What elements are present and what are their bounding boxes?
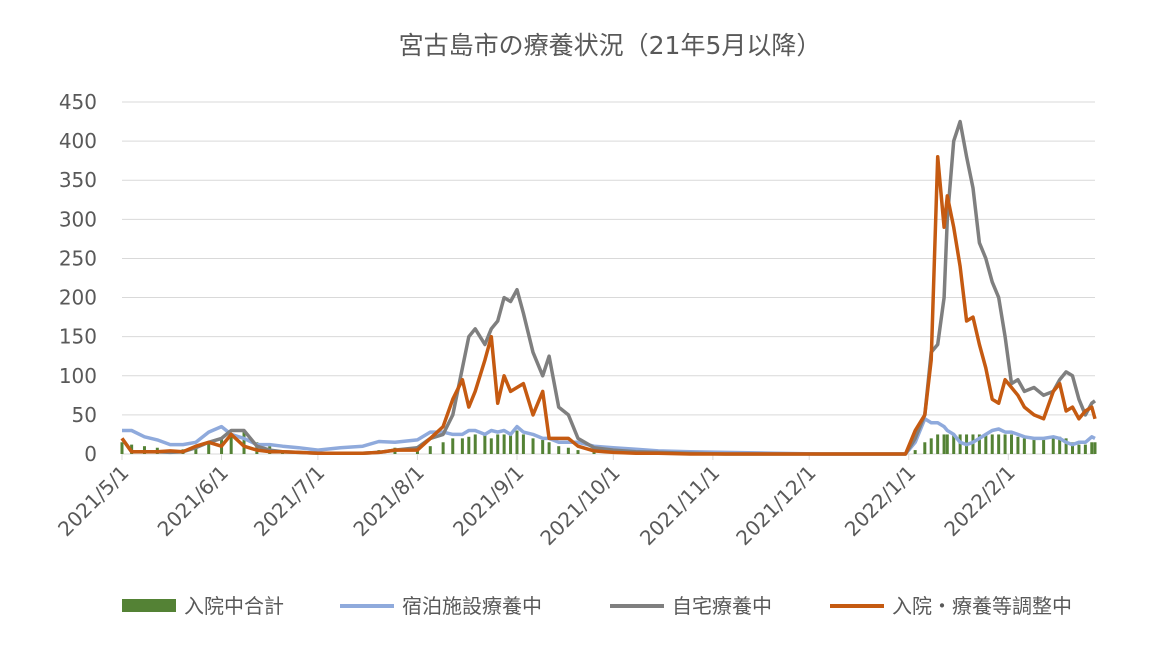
- bar: [1016, 436, 1020, 454]
- bar: [229, 434, 233, 454]
- bar: [467, 436, 471, 454]
- bar: [1071, 442, 1075, 454]
- bar: [473, 434, 477, 454]
- bar: [207, 442, 211, 454]
- bar: [1058, 436, 1062, 454]
- bar: [913, 450, 917, 454]
- legend-swatch: [122, 599, 176, 612]
- bar: [509, 432, 513, 454]
- legend-item: 入院中合計: [122, 594, 284, 618]
- bar: [496, 434, 500, 454]
- bar: [936, 434, 940, 454]
- y-tick-label: 250: [59, 246, 97, 270]
- bar: [557, 446, 561, 454]
- x-tick-label: 2022/1/1: [840, 461, 920, 541]
- bar: [929, 438, 933, 454]
- x-tick-label: 2021/7/1: [249, 461, 329, 541]
- bar: [242, 430, 246, 454]
- legend-item: 自宅療養中: [610, 594, 772, 618]
- bar: [515, 430, 519, 454]
- bar: [531, 438, 535, 454]
- bar: [971, 434, 975, 454]
- bar: [483, 434, 487, 454]
- bar: [592, 451, 596, 454]
- bar: [977, 434, 981, 454]
- bar: [120, 442, 124, 454]
- bar: [576, 450, 580, 454]
- y-tick-label: 450: [59, 90, 97, 114]
- bar: [489, 438, 493, 454]
- legend-label: 入院・療養等調整中: [892, 594, 1072, 618]
- bar: [547, 442, 551, 454]
- bar: [1077, 444, 1081, 454]
- bar: [945, 434, 949, 454]
- y-tick-label: 400: [59, 129, 97, 153]
- bar: [541, 439, 545, 454]
- y-tick-label: 350: [59, 168, 97, 192]
- bar: [1093, 442, 1097, 454]
- bar: [451, 438, 455, 454]
- bar: [521, 434, 525, 454]
- legend-item: 入院・療養等調整中: [830, 594, 1072, 618]
- bar: [460, 438, 464, 454]
- bar: [952, 434, 956, 454]
- x-tick-label: 2022/2/1: [939, 461, 1019, 541]
- x-tick-label: 2021/5/1: [53, 461, 133, 541]
- bar: [441, 442, 445, 454]
- x-tick-label: 2021/8/1: [348, 461, 428, 541]
- y-tick-label: 100: [59, 364, 97, 388]
- bar: [1064, 438, 1068, 454]
- bar: [984, 434, 988, 454]
- bar: [194, 446, 198, 454]
- y-tick-label: 300: [59, 207, 97, 231]
- x-tick-label: 2021/11/1: [635, 461, 724, 550]
- bar: [255, 442, 259, 454]
- bar: [958, 434, 962, 454]
- bar: [1032, 438, 1036, 454]
- legend-label: 宿泊施設療養中: [402, 594, 542, 618]
- bar: [1003, 434, 1007, 454]
- bar: [428, 446, 432, 454]
- bar: [1090, 442, 1094, 454]
- bar: [997, 434, 1001, 454]
- y-tick-label: 150: [59, 325, 97, 349]
- x-tick-label: 2021/9/1: [448, 461, 528, 541]
- series-line: [120, 119, 1097, 456]
- bar: [1051, 438, 1055, 454]
- legend-label: 入院中合計: [184, 594, 284, 618]
- bar: [502, 434, 506, 454]
- bar: [1022, 438, 1026, 454]
- series-line: [120, 155, 1097, 456]
- x-tick-label: 2021/12/1: [731, 461, 820, 550]
- legend-item: 宿泊施設療養中: [340, 594, 542, 618]
- y-tick-label: 0: [84, 442, 97, 466]
- bar: [923, 442, 927, 454]
- bar: [1010, 434, 1014, 454]
- y-tick-label: 50: [72, 403, 97, 427]
- legend-label: 自宅療養中: [672, 594, 772, 618]
- chart-title: 宮古島市の療養状況（21年5月以降）: [399, 31, 822, 60]
- bar: [990, 434, 994, 454]
- x-tick-label: 2021/6/1: [153, 461, 233, 541]
- bar: [1083, 444, 1087, 454]
- bar: [1042, 439, 1046, 454]
- bar: [566, 447, 570, 454]
- y-tick-label: 200: [59, 286, 97, 310]
- bar: [942, 434, 946, 454]
- x-tick-label: 2021/10/1: [535, 461, 624, 550]
